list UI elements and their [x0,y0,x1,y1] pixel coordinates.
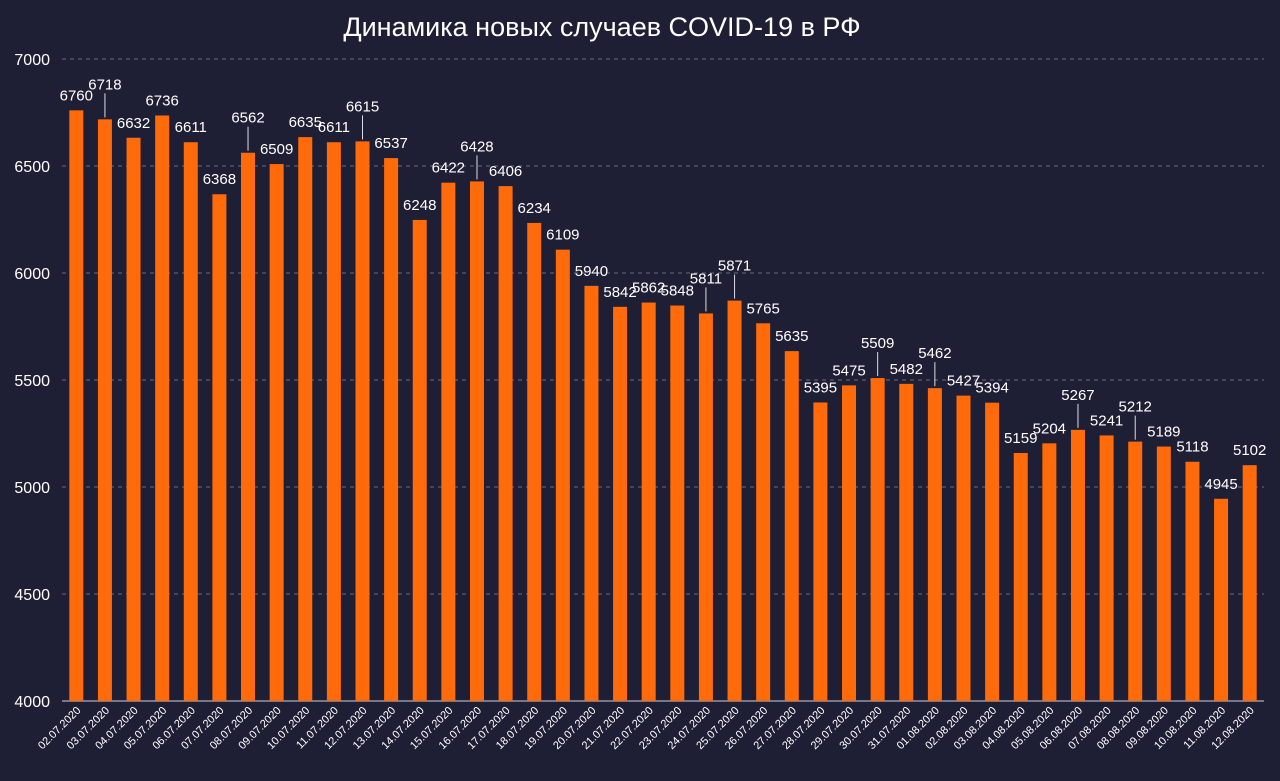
bar [813,402,828,701]
data-label: 6406 [489,163,522,180]
y-tick-label: 7000 [14,52,50,69]
bar [412,219,427,702]
data-label: 6422 [432,160,465,177]
bar [698,313,713,701]
data-label: 6562 [231,110,264,127]
bar [1242,465,1257,701]
y-tick-label: 5000 [14,480,50,497]
y-tick-label: 6000 [14,266,50,283]
bar [670,305,685,701]
data-label: 5189 [1147,424,1180,441]
data-label: 5811 [690,270,722,287]
data-label: 5848 [661,283,694,300]
bar [870,378,885,701]
data-labels: 6760671866326736661163686562650966356611… [60,76,1267,492]
gridlines [62,58,1264,702]
x-axis-ticks: 02.07.202003.07.202004.07.202005.07.2020… [36,705,1257,752]
y-tick-label: 4500 [14,587,50,604]
bar [1070,429,1085,701]
bar [641,302,656,701]
y-tick-label: 4000 [14,694,50,711]
data-label: 4945 [1204,476,1237,493]
data-label: 5159 [1004,430,1037,447]
data-label: 6248 [403,197,436,214]
bar [183,142,198,702]
data-label: 5462 [918,345,951,362]
bar [899,383,914,701]
data-label: 5871 [718,258,751,275]
bar [97,119,112,701]
bar [298,137,313,702]
data-label: 6428 [460,138,493,155]
data-label: 6615 [346,98,379,115]
data-label: 5765 [746,300,779,317]
bar [212,194,227,702]
bar [527,222,542,701]
data-label: 5475 [832,362,865,379]
chart-title: Динамика новых случаев COVID-19 в РФ [343,12,860,42]
bar [727,300,742,701]
bar [1128,441,1143,701]
y-tick-label: 6500 [14,159,50,176]
data-label: 6611 [318,119,350,136]
bar [326,142,341,702]
data-label: 6736 [145,92,178,109]
data-label: 5509 [861,335,894,352]
y-axis-ticks: 4000 4500 5000 5500 6000 6500 7000 [14,52,50,711]
data-label: 5635 [775,328,808,345]
data-label: 6632 [117,115,150,132]
data-label: 6109 [546,227,579,244]
bar [1099,435,1114,701]
bar [1156,446,1171,701]
bar [985,402,1000,701]
bar [784,351,799,701]
data-label: 6760 [60,87,93,104]
bars [69,110,1257,702]
data-label: 5427 [947,373,980,390]
bar [241,152,256,701]
data-label: 5394 [975,380,1008,397]
bar [1042,443,1057,701]
data-label: 5267 [1061,387,1094,404]
data-label: 6537 [374,135,407,152]
data-label: 5482 [890,361,923,378]
bar [269,164,284,702]
bar [1013,452,1028,701]
bar [756,323,771,701]
bar [441,182,456,701]
bar [126,137,141,701]
bar [355,141,370,701]
bar [956,395,971,701]
data-label: 5102 [1233,442,1266,459]
y-tick-label: 5500 [14,373,50,390]
data-label: 5842 [603,284,636,301]
data-label: 5862 [632,280,665,297]
data-label: 6509 [260,141,293,158]
bar [469,181,484,701]
data-label: 5204 [1033,420,1066,437]
bar [498,186,513,702]
data-label: 6635 [289,114,322,131]
data-label: 5241 [1090,412,1123,429]
bar [155,115,170,702]
data-label: 6718 [88,76,121,93]
bar [1185,461,1200,701]
data-label: 6368 [203,171,236,188]
bar [69,110,84,702]
bar [555,249,570,701]
data-label: 6234 [518,200,551,217]
bar [927,388,942,701]
bar [1214,498,1229,701]
data-label: 6611 [175,119,207,136]
data-label: 5395 [804,379,837,396]
data-label: 5212 [1119,399,1152,416]
data-label: 5118 [1176,439,1208,456]
bar [584,285,599,701]
bar [613,306,628,701]
bar [842,385,857,701]
bar [384,158,399,701]
data-label: 5940 [575,263,608,280]
